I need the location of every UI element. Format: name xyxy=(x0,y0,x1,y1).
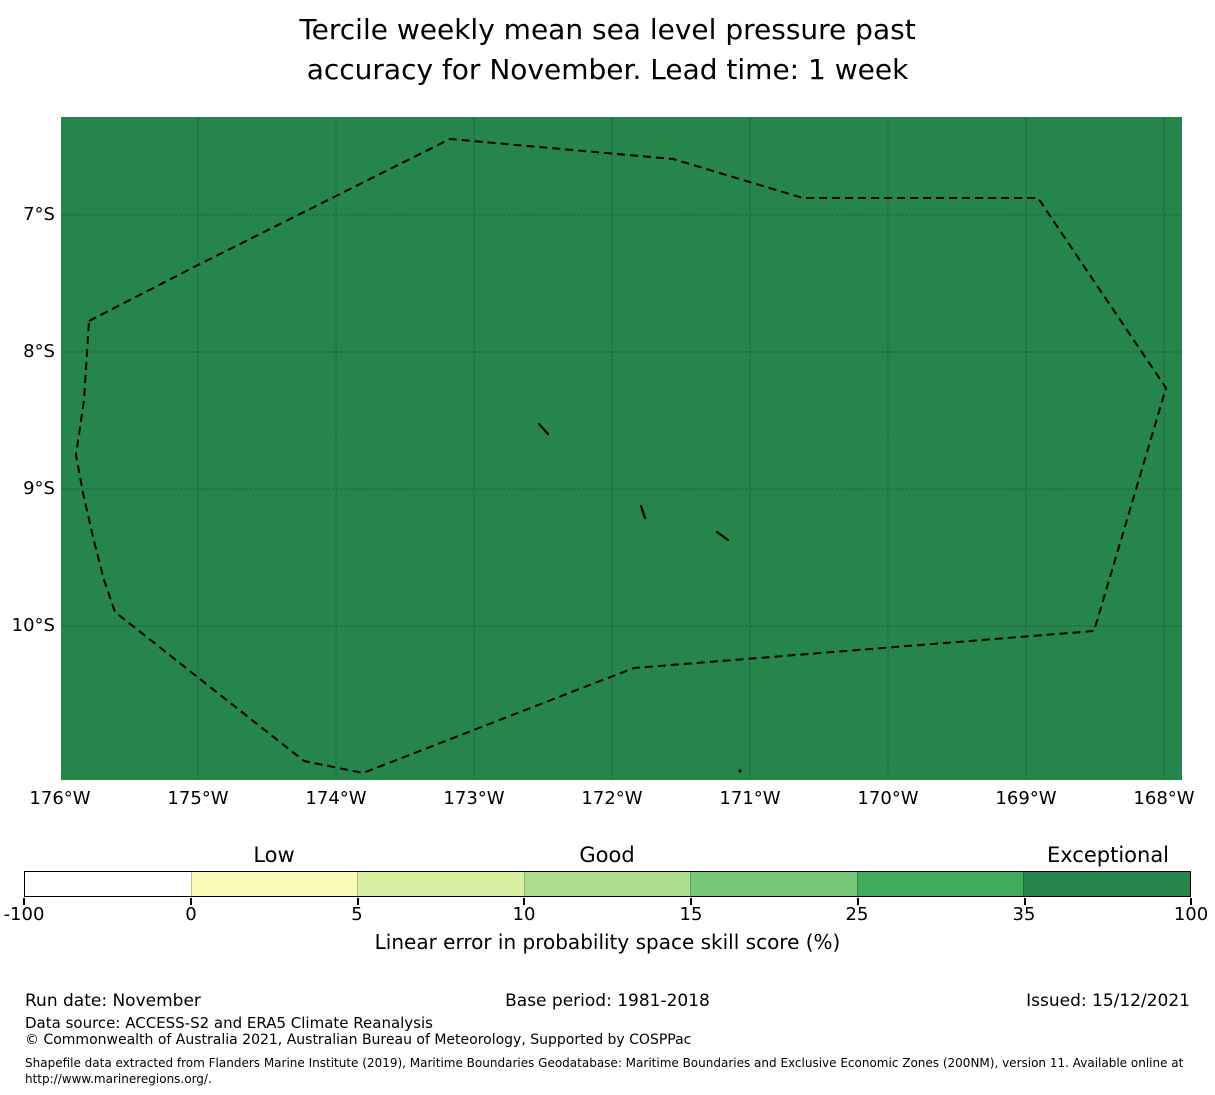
colorbar-segment xyxy=(523,872,691,896)
island-markers xyxy=(537,422,742,773)
map-canvas xyxy=(61,117,1182,780)
colorbar-tick xyxy=(857,898,859,905)
y-tick-label: 7°S xyxy=(23,204,55,225)
colorbar-segment xyxy=(25,872,191,896)
colorbar-tick-label: -100 xyxy=(3,904,45,925)
page-title-line2: accuracy for November. Lead time: 1 week xyxy=(306,53,909,86)
colorbar-segment xyxy=(357,872,524,896)
colorbar-segment xyxy=(856,872,1024,896)
eez-boundary-dashed xyxy=(75,138,1167,774)
run-date-text: Run date: November xyxy=(25,991,201,1011)
shapefile-attribution-line1: Shapefile data extracted from Flanders M… xyxy=(25,1056,1184,1070)
island-marker xyxy=(738,769,742,773)
colorbar-tick-label: 10 xyxy=(512,904,536,925)
colorbar-segment xyxy=(1023,872,1191,896)
colorbar-category-low: Low xyxy=(253,843,295,867)
data-source-text: Data source: ACCESS-S2 and ERA5 Climate … xyxy=(25,1014,433,1032)
colorbar-category-good: Good xyxy=(579,843,635,867)
x-tick-label: 175°W xyxy=(167,788,229,809)
colorbar-tick xyxy=(23,898,25,905)
issued-date-text: Issued: 15/12/2021 xyxy=(1026,991,1190,1011)
colorbar-segment xyxy=(690,872,857,896)
x-tick-label: 172°W xyxy=(581,788,643,809)
colorbar-category-exceptional: Exceptional xyxy=(1046,843,1170,867)
page-title-line1: Tercile weekly mean sea level pressure p… xyxy=(299,13,916,46)
shapefile-attribution-line2: http://www.marineregions.org/. xyxy=(25,1072,212,1086)
copyright-text: © Commonwealth of Australia 2021, Austra… xyxy=(25,1032,692,1048)
colorbar-tick xyxy=(1024,898,1026,905)
colorbar-tick-label: 0 xyxy=(185,904,197,925)
colorbar-tick xyxy=(523,898,525,905)
y-tick-label: 10°S xyxy=(11,615,55,636)
x-tick-label: 173°W xyxy=(443,788,505,809)
base-period-text: Base period: 1981-2018 xyxy=(505,991,710,1011)
x-tick-label: 171°W xyxy=(719,788,781,809)
shapefile-attribution-text: Shapefile data extracted from Flanders M… xyxy=(25,1055,1195,1087)
island-marker xyxy=(715,530,730,542)
colorbar-axis-label: Linear error in probability space skill … xyxy=(374,930,841,954)
colorbar-tick-label: 25 xyxy=(845,904,869,925)
colorbar-tick-label: 100 xyxy=(1173,904,1209,925)
x-tick-label: 169°W xyxy=(995,788,1057,809)
x-tick-label: 176°W xyxy=(29,788,91,809)
page-title: Tercile weekly mean sea level pressure p… xyxy=(0,10,1215,90)
colorbar-segment xyxy=(190,872,358,896)
colorbar-tick xyxy=(357,898,359,905)
colorbar xyxy=(24,871,1191,897)
colorbar-tick xyxy=(1190,898,1192,905)
colorbar-tick xyxy=(690,898,692,905)
x-tick-label: 168°W xyxy=(1133,788,1195,809)
colorbar-tick-label: 5 xyxy=(351,904,363,925)
colorbar-tick-label: 35 xyxy=(1012,904,1036,925)
colorbar-tick-label: 15 xyxy=(679,904,703,925)
island-marker xyxy=(639,504,647,520)
graticule-gridlines xyxy=(61,117,1182,780)
y-tick-label: 9°S xyxy=(23,478,55,499)
y-tick-label: 8°S xyxy=(23,341,55,362)
island-marker xyxy=(537,422,550,436)
colorbar-tick xyxy=(190,898,192,905)
x-tick-label: 170°W xyxy=(857,788,919,809)
map-overlay-svg xyxy=(61,117,1182,780)
x-tick-label: 174°W xyxy=(305,788,367,809)
